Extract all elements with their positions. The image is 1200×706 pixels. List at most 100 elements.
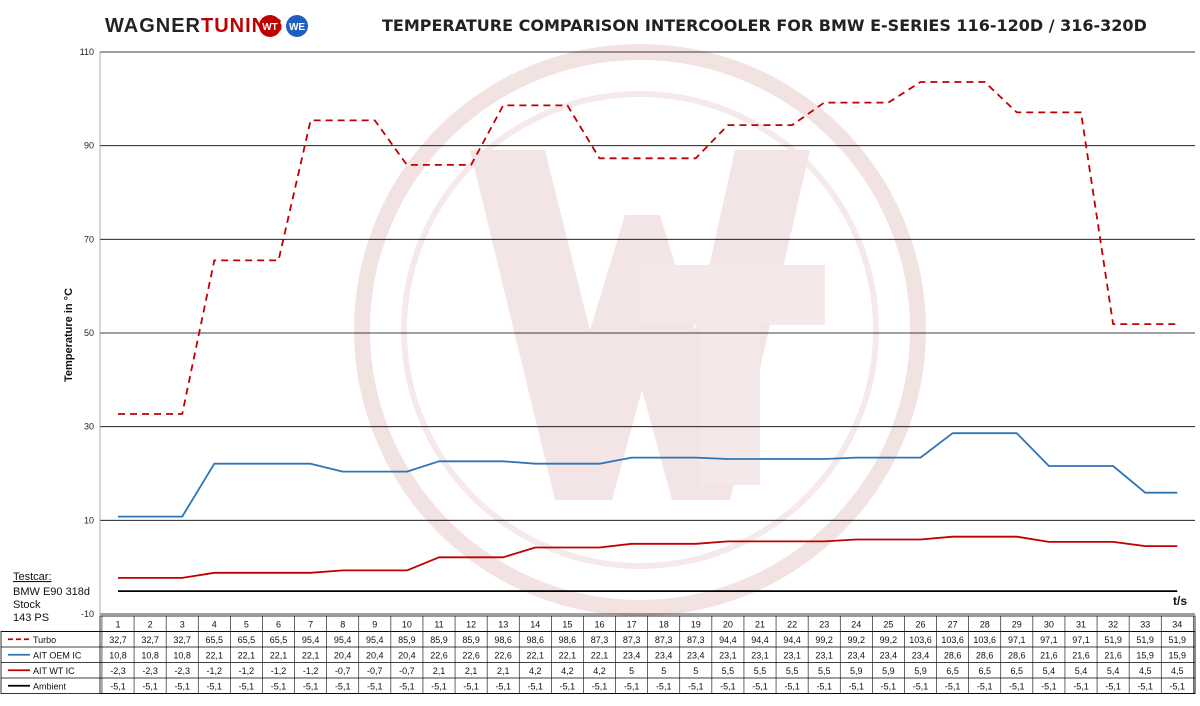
- data-label: 23,1: [815, 651, 833, 661]
- data-label: 4,2: [593, 666, 606, 676]
- data-label: -1,2: [239, 666, 255, 676]
- data-label: 4,2: [561, 666, 574, 676]
- data-label: -2,3: [110, 666, 126, 676]
- data-label: 94,4: [783, 635, 801, 645]
- data-label: -5,1: [688, 682, 704, 692]
- x-tick-label: 32: [1108, 620, 1118, 630]
- data-label: 28,6: [976, 651, 994, 661]
- data-label: 2,1: [465, 666, 478, 676]
- data-label: -5,1: [913, 682, 929, 692]
- data-label: 97,1: [1008, 635, 1026, 645]
- data-label: -5,1: [142, 682, 158, 692]
- data-label: 95,4: [366, 635, 384, 645]
- data-label: -5,1: [592, 682, 608, 692]
- data-label: 10,8: [109, 651, 127, 661]
- x-tick-label: 31: [1076, 620, 1086, 630]
- x-tick-label: 28: [980, 620, 990, 630]
- x-tick-label: 30: [1044, 620, 1054, 630]
- data-label: 5,4: [1043, 666, 1056, 676]
- series-lines: [118, 81, 1178, 592]
- data-label: 51,9: [1104, 635, 1122, 645]
- data-label: 22,1: [559, 651, 577, 661]
- data-label: 87,3: [655, 635, 673, 645]
- x-tick-label: 29: [1012, 620, 1022, 630]
- data-label: -5,1: [849, 682, 865, 692]
- data-label: 22,1: [238, 651, 256, 661]
- data-label: 23,4: [687, 651, 705, 661]
- data-label: 22,6: [430, 651, 448, 661]
- data-label: 10,8: [173, 651, 191, 661]
- data-label: 23,4: [623, 651, 641, 661]
- data-label: 65,5: [206, 635, 224, 645]
- data-label: 6,5: [946, 666, 959, 676]
- data-label: 94,4: [751, 635, 769, 645]
- data-label: 22,6: [494, 651, 512, 661]
- data-label: 2,1: [497, 666, 510, 676]
- data-label: -5,1: [1137, 682, 1153, 692]
- data-label: -5,1: [784, 682, 800, 692]
- legend-entry: Ambient: [33, 682, 67, 692]
- data-label: -0,7: [335, 666, 351, 676]
- watermark-logo: [354, 44, 926, 616]
- data-label: 87,3: [623, 635, 641, 645]
- data-label: 23,4: [912, 651, 930, 661]
- legend-entry: AIT OEM IC: [33, 651, 82, 661]
- data-label: -2,3: [142, 666, 158, 676]
- data-label: 5: [661, 666, 666, 676]
- data-label: 21,6: [1040, 651, 1058, 661]
- x-tick-label: 8: [340, 620, 345, 630]
- data-label: -5,1: [881, 682, 897, 692]
- x-tick-label: 16: [594, 620, 604, 630]
- data-label: -5,1: [399, 682, 415, 692]
- data-label: 98,6: [559, 635, 577, 645]
- x-tick-label: 3: [180, 620, 185, 630]
- data-label: 5,9: [914, 666, 927, 676]
- data-label: 103,6: [941, 635, 964, 645]
- data-label: 20,4: [334, 651, 352, 661]
- x-tick-label: 6: [276, 620, 281, 630]
- data-label: -1,2: [271, 666, 287, 676]
- data-label: 51,9: [1169, 635, 1187, 645]
- x-tick-label: 7: [308, 620, 313, 630]
- y-tick-label: 30: [84, 422, 94, 432]
- x-tick-label: 10: [402, 620, 412, 630]
- svg-text:WE: WE: [289, 22, 305, 33]
- data-label: 32,7: [173, 635, 191, 645]
- data-label: -5,1: [945, 682, 961, 692]
- data-label: 4,5: [1171, 666, 1184, 676]
- data-label: 5,5: [754, 666, 767, 676]
- svg-text:WT: WT: [262, 22, 278, 33]
- x-tick-label: 21: [755, 620, 765, 630]
- y-tick-label: -10: [81, 609, 94, 619]
- data-label: 21,6: [1104, 651, 1122, 661]
- x-tick-label: 26: [915, 620, 925, 630]
- data-label: -5,1: [977, 682, 993, 692]
- data-label: 4,2: [529, 666, 542, 676]
- data-label: 21,6: [1072, 651, 1090, 661]
- data-label: -5,1: [1009, 682, 1025, 692]
- x-tick-label: 12: [466, 620, 476, 630]
- data-label: 23,4: [880, 651, 898, 661]
- data-label: 87,3: [687, 635, 705, 645]
- data-label: 6,5: [1011, 666, 1024, 676]
- series-line: [118, 535, 1178, 579]
- data-label: 85,9: [462, 635, 480, 645]
- chart-title: TEMPERATURE COMPARISON INTERCOOLER FOR B…: [382, 16, 1147, 35]
- x-tick-label: 17: [627, 620, 637, 630]
- data-label: -2,3: [174, 666, 190, 676]
- data-label: 22,1: [206, 651, 224, 661]
- data-label: -5,1: [207, 682, 223, 692]
- y-axis-ticks: -10 10 30 50 70 90 110: [80, 47, 94, 619]
- series-line: [118, 81, 1178, 415]
- y-tick-label: 50: [84, 328, 94, 338]
- data-label: 5: [629, 666, 634, 676]
- data-label: 22,6: [462, 651, 480, 661]
- y-tick-label: 110: [80, 47, 94, 57]
- x-axis-label: t/s: [1173, 594, 1187, 608]
- testcar-line: Stock: [13, 599, 41, 611]
- x-tick-label: 20: [723, 620, 733, 630]
- we-badge-icon: WE: [286, 15, 308, 37]
- x-tick-label: 14: [530, 620, 540, 630]
- data-label: -5,1: [1073, 682, 1089, 692]
- data-label: -1,2: [207, 666, 223, 676]
